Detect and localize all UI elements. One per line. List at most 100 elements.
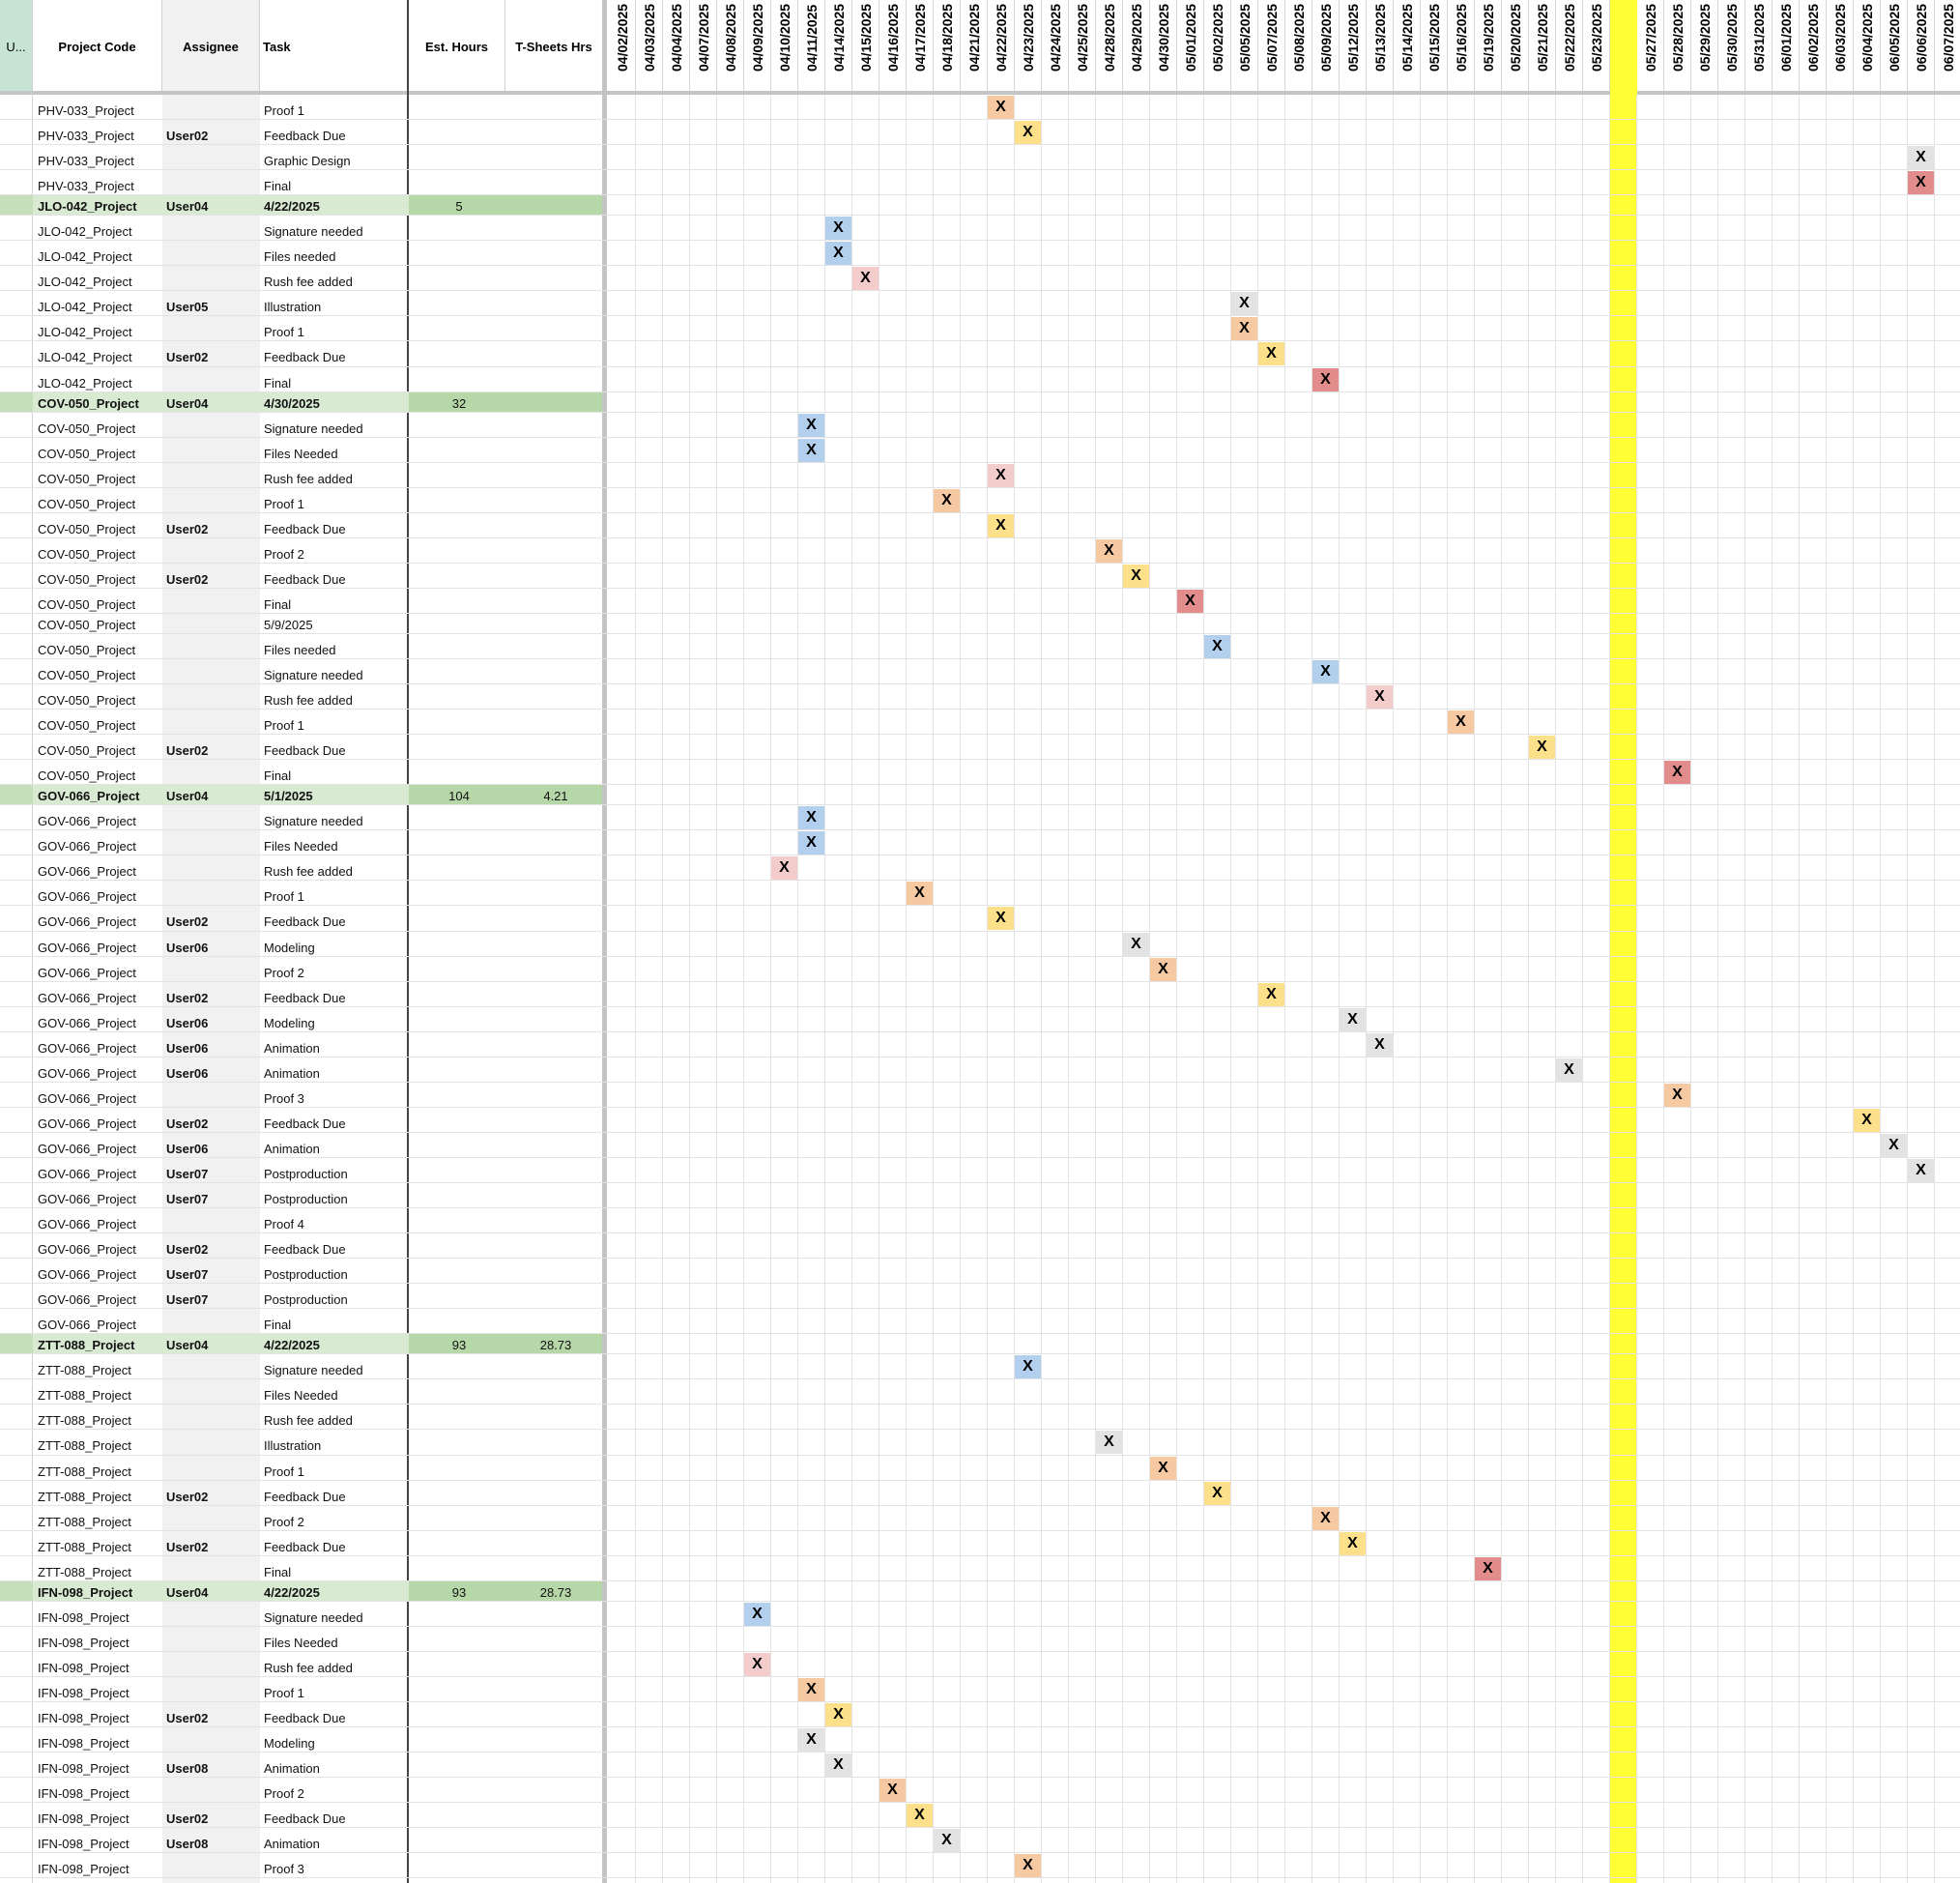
- project-code-cell[interactable]: COV-050_Project: [38, 446, 136, 461]
- project-code-cell[interactable]: IFN-098_Project: [38, 1862, 130, 1877]
- schedule-mark[interactable]: X: [1908, 146, 1934, 170]
- schedule-mark[interactable]: X: [1150, 1456, 1176, 1480]
- assignee-cell[interactable]: [162, 760, 259, 785]
- assignee-cell[interactable]: User06: [166, 1065, 209, 1081]
- schedule-mark[interactable]: X: [1367, 1032, 1393, 1057]
- project-code-cell[interactable]: IFN-098_Project: [38, 1710, 130, 1725]
- assignee-cell[interactable]: [162, 589, 259, 614]
- task-cell[interactable]: Proof 1: [264, 718, 304, 734]
- header-est-hours[interactable]: Est. Hours: [409, 0, 505, 93]
- schedule-mark[interactable]: X: [1123, 932, 1149, 956]
- task-cell[interactable]: Proof 3: [264, 1862, 304, 1877]
- schedule-mark[interactable]: X: [1475, 1556, 1501, 1580]
- schedule-mark[interactable]: X: [1096, 1431, 1122, 1455]
- schedule-mark[interactable]: X: [1258, 982, 1284, 1006]
- project-code-cell[interactable]: IFN-098_Project: [38, 1811, 130, 1827]
- est-hours-cell[interactable]: 93: [451, 1338, 467, 1353]
- project-code-cell[interactable]: ZTT-088_Project: [38, 1539, 131, 1554]
- schedule-mark[interactable]: X: [1881, 1133, 1907, 1157]
- assignee-cell[interactable]: [162, 1627, 259, 1652]
- date-header[interactable]: 05/20/2025: [1502, 0, 1529, 91]
- assignee-cell[interactable]: [162, 95, 259, 120]
- assignee-cell[interactable]: [162, 614, 259, 634]
- assignee-cell[interactable]: [162, 145, 259, 170]
- date-header[interactable]: 04/14/2025: [825, 0, 852, 91]
- date-header[interactable]: 06/02/2025: [1800, 0, 1827, 91]
- schedule-mark[interactable]: X: [1123, 564, 1149, 588]
- project-code-cell[interactable]: PHV-033_Project: [38, 154, 134, 169]
- task-cell[interactable]: Feedback Due: [264, 914, 346, 930]
- task-cell[interactable]: 4/22/2025: [264, 1338, 320, 1353]
- assignee-cell[interactable]: User07: [166, 1267, 209, 1283]
- task-cell[interactable]: Final: [264, 768, 292, 784]
- assignee-cell[interactable]: User07: [166, 1192, 209, 1207]
- task-cell[interactable]: Feedback Due: [264, 1811, 346, 1827]
- schedule-mark[interactable]: X: [825, 242, 851, 266]
- assignee-cell[interactable]: [162, 710, 259, 735]
- task-cell[interactable]: Final: [264, 179, 292, 194]
- task-cell[interactable]: 4/22/2025: [264, 1584, 320, 1600]
- project-code-cell[interactable]: COV-050_Project: [38, 642, 136, 657]
- date-header[interactable]: 06/07/2025: [1935, 0, 1960, 91]
- date-header[interactable]: 04/29/2025: [1123, 0, 1150, 91]
- task-cell[interactable]: Animation: [264, 1761, 320, 1777]
- date-header[interactable]: 04/24/2025: [1042, 0, 1069, 91]
- date-header[interactable]: 04/25/2025: [1069, 0, 1096, 91]
- project-code-cell[interactable]: COV-050_Project: [38, 596, 136, 612]
- schedule-mark[interactable]: X: [798, 438, 824, 462]
- task-cell[interactable]: Files Needed: [264, 1388, 338, 1404]
- schedule-mark[interactable]: X: [798, 1677, 824, 1701]
- project-code-cell[interactable]: COV-050_Project: [38, 571, 136, 587]
- project-code-cell[interactable]: COV-050_Project: [38, 768, 136, 784]
- task-cell[interactable]: Proof 2: [264, 546, 304, 562]
- assignee-cell[interactable]: User06: [166, 1015, 209, 1030]
- date-header[interactable]: 04/15/2025: [852, 0, 879, 91]
- date-header[interactable]: 04/17/2025: [907, 0, 934, 91]
- schedule-mark[interactable]: X: [1529, 736, 1555, 760]
- project-code-cell[interactable]: COV-050_Project: [38, 546, 136, 562]
- task-cell[interactable]: Proof 1: [264, 496, 304, 511]
- assignee-cell[interactable]: [162, 1602, 259, 1627]
- task-cell[interactable]: Feedback Due: [264, 1539, 346, 1554]
- date-header[interactable]: 05/13/2025: [1367, 0, 1394, 91]
- date-header[interactable]: 04/21/2025: [961, 0, 988, 91]
- schedule-mark[interactable]: X: [798, 806, 824, 830]
- schedule-mark[interactable]: X: [1340, 1007, 1366, 1031]
- assignee-cell[interactable]: [162, 881, 259, 906]
- task-cell[interactable]: Feedback Due: [264, 1115, 346, 1131]
- assignee-cell[interactable]: [162, 316, 259, 341]
- project-code-cell[interactable]: GOV-066_Project: [38, 1090, 136, 1106]
- project-code-cell[interactable]: GOV-066_Project: [38, 914, 136, 930]
- project-code-cell[interactable]: IFN-098_Project: [38, 1786, 130, 1802]
- project-code-cell[interactable]: ZTT-088_Project: [38, 1514, 131, 1529]
- project-code-cell[interactable]: COV-050_Project: [38, 395, 139, 411]
- project-code-cell[interactable]: GOV-066_Project: [38, 1292, 136, 1308]
- project-code-cell[interactable]: GOV-066_Project: [38, 1141, 136, 1156]
- project-code-cell[interactable]: GOV-066_Project: [38, 1318, 136, 1333]
- assignee-cell[interactable]: [162, 367, 259, 392]
- task-cell[interactable]: Feedback Due: [264, 350, 346, 365]
- task-cell[interactable]: Postproduction: [264, 1192, 348, 1207]
- task-cell[interactable]: Proof 1: [264, 1685, 304, 1700]
- schedule-mark[interactable]: X: [1015, 121, 1041, 145]
- assignee-cell[interactable]: [162, 538, 259, 564]
- project-code-cell[interactable]: COV-050_Project: [38, 496, 136, 511]
- project-code-cell[interactable]: COV-050_Project: [38, 617, 136, 632]
- task-cell[interactable]: Animation: [264, 1141, 320, 1156]
- task-cell[interactable]: Signature needed: [264, 224, 363, 240]
- schedule-mark[interactable]: X: [879, 1779, 906, 1803]
- date-header[interactable]: 05/07/2025: [1258, 0, 1285, 91]
- task-cell[interactable]: Files needed: [264, 642, 336, 657]
- task-cell[interactable]: 4/30/2025: [264, 395, 320, 411]
- date-header[interactable]: 05/16/2025: [1448, 0, 1475, 91]
- schedule-mark[interactable]: X: [1096, 538, 1122, 563]
- assignee-cell[interactable]: User02: [166, 1811, 209, 1827]
- assignee-cell[interactable]: [162, 463, 259, 488]
- project-code-cell[interactable]: JLO-042_Project: [38, 325, 132, 340]
- assignee-cell[interactable]: [162, 805, 259, 830]
- assignee-cell[interactable]: User02: [166, 1489, 209, 1504]
- frozen-row-divider[interactable]: [0, 91, 1960, 95]
- date-header[interactable]: 05/09/2025: [1312, 0, 1340, 91]
- assignee-cell[interactable]: [162, 1727, 259, 1753]
- assignee-cell[interactable]: User06: [166, 940, 209, 955]
